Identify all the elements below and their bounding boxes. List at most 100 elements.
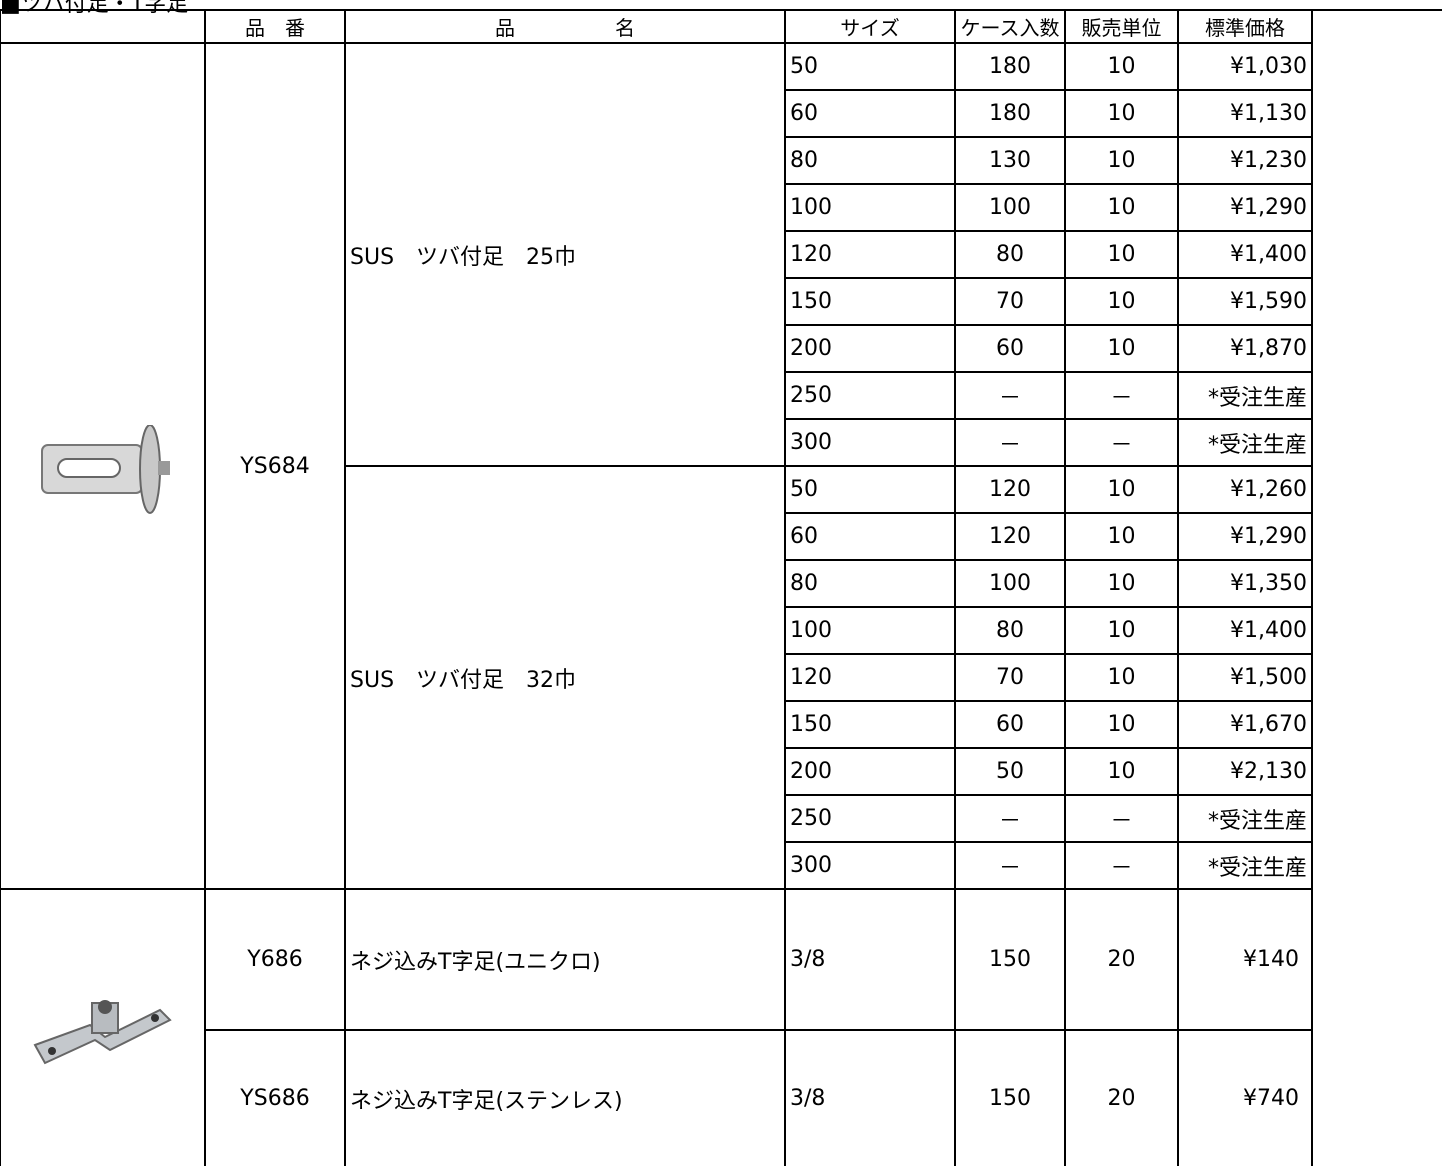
case-quantity: 60 bbox=[954, 324, 1066, 373]
sales-unit: 20 bbox=[1064, 1029, 1179, 1166]
case-quantity: 180 bbox=[954, 42, 1066, 91]
case-quantity: 50 bbox=[954, 747, 1066, 796]
product-photo bbox=[41, 425, 170, 514]
sales-unit: 10 bbox=[1064, 136, 1179, 185]
product-name: ネジ込みT字足(ユニクロ) bbox=[344, 888, 786, 1031]
image-cell bbox=[0, 888, 206, 1166]
size: 3/8 bbox=[784, 1029, 956, 1166]
product-name: SUS ツバ付足 32巾 bbox=[344, 465, 786, 890]
size: 50 bbox=[784, 42, 956, 91]
size: 250 bbox=[784, 794, 956, 843]
sales-unit: 10 bbox=[1064, 653, 1179, 702]
case-quantity: 80 bbox=[954, 230, 1066, 279]
header-cell: 品 名 bbox=[344, 9, 786, 44]
case-quantity: 130 bbox=[954, 136, 1066, 185]
price: ¥1,030 bbox=[1177, 42, 1313, 91]
sales-unit: 10 bbox=[1064, 324, 1179, 373]
product-photo bbox=[33, 1000, 172, 1065]
case-quantity: － bbox=[954, 841, 1066, 890]
case-quantity: 100 bbox=[954, 183, 1066, 232]
product-name: ネジ込みT字足(ステンレス) bbox=[344, 1029, 786, 1166]
sales-unit: 10 bbox=[1064, 606, 1179, 655]
price: ¥140 bbox=[1177, 888, 1313, 1031]
size: 200 bbox=[784, 324, 956, 373]
price: *受注生産 bbox=[1177, 841, 1313, 890]
product-code: Y686 bbox=[204, 888, 346, 1031]
case-quantity: － bbox=[954, 371, 1066, 420]
product-code: YS684 bbox=[204, 42, 346, 890]
case-quantity: 70 bbox=[954, 277, 1066, 326]
sales-unit: 20 bbox=[1064, 888, 1179, 1031]
header-cell bbox=[0, 9, 206, 44]
size: 100 bbox=[784, 606, 956, 655]
header-cell: ケース入数 bbox=[954, 9, 1066, 44]
product-name: SUS ツバ付足 25巾 bbox=[344, 42, 786, 467]
case-quantity: 70 bbox=[954, 653, 1066, 702]
case-quantity: 100 bbox=[954, 559, 1066, 608]
size: 80 bbox=[784, 136, 956, 185]
size: 300 bbox=[784, 418, 956, 467]
size: 150 bbox=[784, 700, 956, 749]
section-title: ■ツバ付足・T字足 bbox=[0, 0, 189, 17]
case-quantity: 120 bbox=[954, 512, 1066, 561]
price: ¥1,260 bbox=[1177, 465, 1313, 514]
price: ¥1,290 bbox=[1177, 512, 1313, 561]
size: 120 bbox=[784, 230, 956, 279]
sales-unit: 10 bbox=[1064, 700, 1179, 749]
size: 200 bbox=[784, 747, 956, 796]
price: ¥1,290 bbox=[1177, 183, 1313, 232]
case-quantity: 180 bbox=[954, 89, 1066, 138]
sales-unit: 10 bbox=[1064, 183, 1179, 232]
header-cell: 品 番 bbox=[204, 9, 346, 44]
sales-unit: 10 bbox=[1064, 230, 1179, 279]
price: ¥1,400 bbox=[1177, 606, 1313, 655]
sales-unit: 10 bbox=[1064, 747, 1179, 796]
price: ¥1,230 bbox=[1177, 136, 1313, 185]
sales-unit: － bbox=[1064, 418, 1179, 467]
price: ¥740 bbox=[1177, 1029, 1313, 1166]
sales-unit: － bbox=[1064, 794, 1179, 843]
product-code: YS686 bbox=[204, 1029, 346, 1166]
case-quantity: 60 bbox=[954, 700, 1066, 749]
price: *受注生産 bbox=[1177, 418, 1313, 467]
blank-column bbox=[1311, 9, 1442, 1166]
price: ¥2,130 bbox=[1177, 747, 1313, 796]
sales-unit: － bbox=[1064, 841, 1179, 890]
case-quantity: 80 bbox=[954, 606, 1066, 655]
sales-unit: 10 bbox=[1064, 465, 1179, 514]
case-quantity: － bbox=[954, 794, 1066, 843]
size: 50 bbox=[784, 465, 956, 514]
sales-unit: 10 bbox=[1064, 512, 1179, 561]
size: 60 bbox=[784, 512, 956, 561]
case-quantity: － bbox=[954, 418, 1066, 467]
size: 100 bbox=[784, 183, 956, 232]
size: 3/8 bbox=[784, 888, 956, 1031]
header-cell: 標準価格 bbox=[1177, 9, 1313, 44]
header-cell: 販売単位 bbox=[1064, 9, 1179, 44]
size: 80 bbox=[784, 559, 956, 608]
price: ¥1,130 bbox=[1177, 89, 1313, 138]
sales-unit: 10 bbox=[1064, 559, 1179, 608]
price: ¥1,500 bbox=[1177, 653, 1313, 702]
case-quantity: 150 bbox=[954, 888, 1066, 1031]
header-cell: サイズ bbox=[784, 9, 956, 44]
size: 60 bbox=[784, 89, 956, 138]
price: ¥1,670 bbox=[1177, 700, 1313, 749]
sales-unit: 10 bbox=[1064, 277, 1179, 326]
case-quantity: 150 bbox=[954, 1029, 1066, 1166]
sales-unit: 10 bbox=[1064, 89, 1179, 138]
sales-unit: 10 bbox=[1064, 42, 1179, 91]
price: ¥1,350 bbox=[1177, 559, 1313, 608]
price: *受注生産 bbox=[1177, 794, 1313, 843]
sales-unit: － bbox=[1064, 371, 1179, 420]
size: 300 bbox=[784, 841, 956, 890]
size: 250 bbox=[784, 371, 956, 420]
price: *受注生産 bbox=[1177, 371, 1313, 420]
price: ¥1,590 bbox=[1177, 277, 1313, 326]
case-quantity: 120 bbox=[954, 465, 1066, 514]
size: 120 bbox=[784, 653, 956, 702]
size: 150 bbox=[784, 277, 956, 326]
price: ¥1,400 bbox=[1177, 230, 1313, 279]
price: ¥1,870 bbox=[1177, 324, 1313, 373]
